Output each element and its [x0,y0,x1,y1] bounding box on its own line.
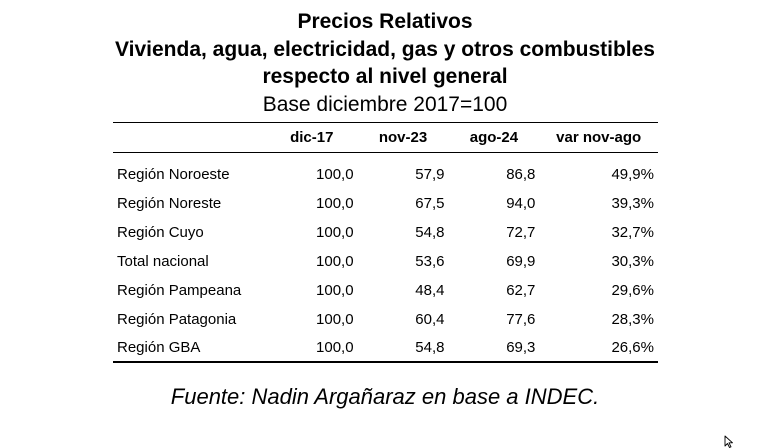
header-nov23: nov-23 [378,129,428,146]
cell-region: Región Noroeste [117,165,230,183]
header-region [113,123,266,153]
cell-nov23: 54,8 [415,223,445,241]
price-table-container: dic-17 nov-23 ago-24 var nov-ago Región … [113,122,658,363]
header-ago24: ago-24 [469,129,519,146]
cell-dic17: 100,0 [316,223,354,241]
cell-var: 30,3% [611,252,654,270]
price-table: dic-17 nov-23 ago-24 var nov-ago Región … [113,122,658,363]
title-comparison: respecto al nivel general [262,65,508,88]
table-row: Región Cuyo 100,0 54,8 72,7 32,7% [113,217,658,246]
cell-region: Región Pampeana [117,281,242,299]
cell-ago24: 69,3 [506,338,536,356]
cell-dic17: 100,0 [316,252,354,270]
cell-dic17: 100,0 [316,310,354,328]
cell-var: 26,6% [611,338,654,356]
cell-dic17: 100,0 [316,281,354,299]
cell-region: Región Cuyo [117,223,204,241]
table-row: Región Noroeste 100,0 57,9 86,8 49,9% [113,159,658,188]
cell-var: 32,7% [611,223,654,241]
table-header-row: dic-17 nov-23 ago-24 var nov-ago [113,122,658,153]
title-base: Base diciembre 2017=100 [262,92,508,116]
cell-dic17: 100,0 [316,194,354,212]
mouse-pointer-icon [724,435,733,448]
cell-dic17: 100,0 [316,165,354,183]
cell-dic17: 100,0 [316,338,354,356]
title-block: Precios Relativos Vivienda, agua, electr… [0,8,770,118]
cell-var: 29,6% [611,281,654,299]
cell-ago24: 86,8 [506,165,536,183]
cell-nov23: 53,6 [415,252,445,270]
cell-ago24: 94,0 [506,194,536,212]
cell-ago24: 77,6 [506,310,536,328]
cell-region: Región Patagonia [117,310,237,328]
table-row: Región GBA 100,0 54,8 69,3 26,6% [113,333,658,362]
cell-region: Total nacional [117,252,209,270]
cell-var: 49,9% [611,165,654,183]
cell-var: 39,3% [611,194,654,212]
cell-nov23: 60,4 [415,310,445,328]
table-row: Región Noreste 100,0 67,5 94,0 39,3% [113,188,658,217]
cell-var: 28,3% [611,310,654,328]
cell-ago24: 62,7 [506,281,536,299]
header-dic17: dic-17 [290,129,334,146]
table-row: Total nacional 100,0 53,6 69,9 30,3% [113,246,658,275]
cell-nov23: 67,5 [415,194,445,212]
cell-nov23: 48,4 [415,281,445,299]
cell-ago24: 69,9 [506,252,536,270]
cell-region: Región Noreste [117,194,222,212]
cell-nov23: 54,8 [415,338,445,356]
source-note: Fuente: Nadin Argañaraz en base a INDEC. [170,384,600,409]
table-row: Región Pampeana 100,0 48,4 62,7 29,6% [113,275,658,304]
cell-nov23: 57,9 [415,165,445,183]
header-var: var nov-ago [556,129,642,146]
title-subject: Vivienda, agua, electricidad, gas y otro… [115,37,655,61]
page-title: Precios Relativos [297,10,473,33]
cell-region: Región GBA [117,338,201,356]
cell-ago24: 72,7 [506,223,536,241]
table-row: Región Patagonia 100,0 60,4 77,6 28,3% [113,304,658,333]
